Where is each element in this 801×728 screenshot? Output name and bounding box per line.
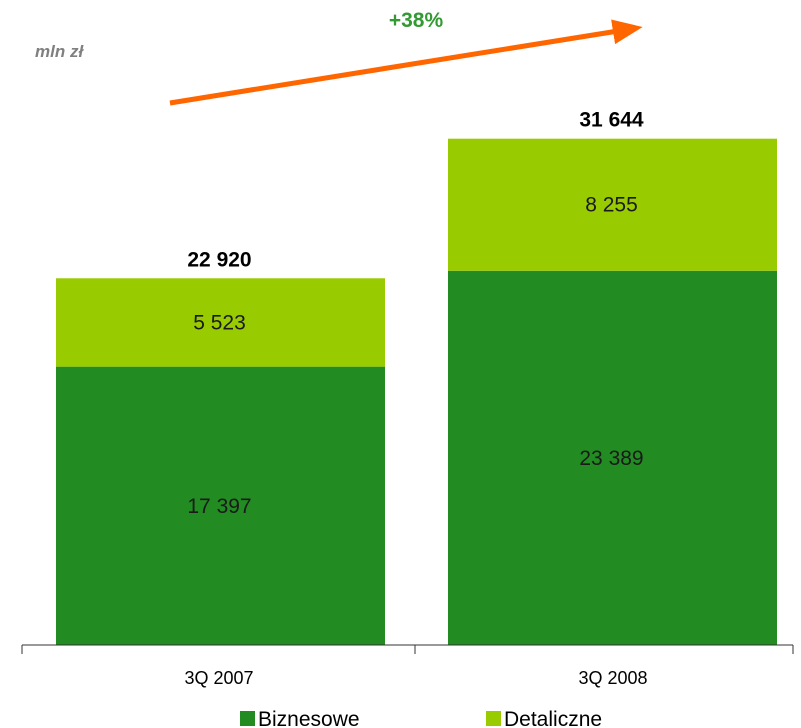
unit-label: mln zł [35, 42, 84, 61]
bar-segment-detaliczne [448, 138, 777, 271]
bar-value-label: 23 389 [579, 447, 643, 470]
growth-label: +38% [389, 9, 444, 32]
bars-layer: 17 397 5 523 22 920 23 389 8 255 31 644 [56, 109, 777, 645]
bar-total-label: 22 920 [187, 248, 251, 271]
growth-arrow [169, 19, 643, 106]
legend-swatch-biznesowe [240, 711, 255, 726]
bar-total-label: 31 644 [579, 109, 644, 132]
legend-label-biznesowe: Biznesowe [258, 708, 360, 728]
bar-value-label: 5 523 [193, 311, 246, 334]
bar-segment-detaliczne [56, 278, 385, 367]
bar-value-label: 17 397 [187, 495, 251, 518]
bar-value-label: 8 255 [585, 194, 638, 217]
x-tick-label: 3Q 2008 [578, 668, 647, 688]
legend-swatch-detaliczne [486, 711, 501, 726]
bar-segment-biznesowe [56, 366, 385, 645]
bar-segment-biznesowe [448, 270, 777, 645]
x-tick-label: 3Q 2007 [184, 668, 253, 688]
legend: Biznesowe Detaliczne [240, 708, 602, 728]
legend-label-detaliczne: Detaliczne [504, 708, 602, 728]
